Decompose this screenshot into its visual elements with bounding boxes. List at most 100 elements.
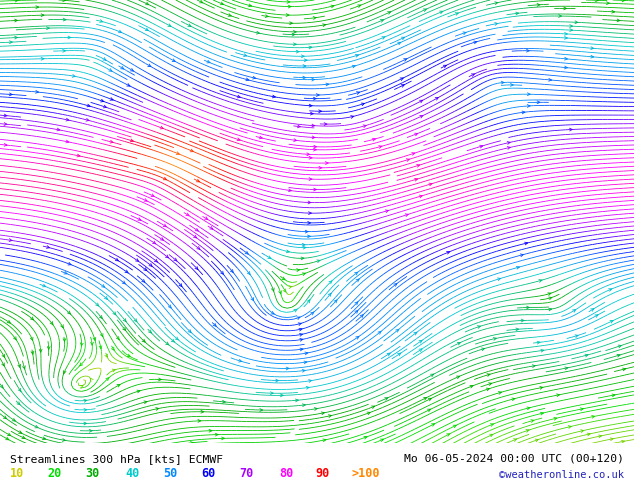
FancyArrowPatch shape <box>46 245 49 248</box>
FancyArrowPatch shape <box>540 412 543 415</box>
FancyArrowPatch shape <box>380 20 384 22</box>
FancyArrowPatch shape <box>295 399 299 402</box>
FancyArrowPatch shape <box>419 195 422 198</box>
FancyArrowPatch shape <box>90 378 93 381</box>
FancyArrowPatch shape <box>228 14 231 16</box>
FancyArrowPatch shape <box>105 296 108 299</box>
FancyArrowPatch shape <box>470 385 473 388</box>
FancyArrowPatch shape <box>453 425 456 428</box>
FancyArrowPatch shape <box>286 14 289 17</box>
FancyArrowPatch shape <box>420 116 423 118</box>
FancyArrowPatch shape <box>405 214 408 217</box>
FancyArrowPatch shape <box>564 36 567 39</box>
FancyArrowPatch shape <box>495 2 498 4</box>
FancyArrowPatch shape <box>294 30 296 33</box>
FancyArrowPatch shape <box>176 152 179 154</box>
FancyArrowPatch shape <box>417 165 420 167</box>
FancyArrowPatch shape <box>243 54 247 56</box>
FancyArrowPatch shape <box>304 59 307 62</box>
FancyArrowPatch shape <box>306 387 309 389</box>
FancyArrowPatch shape <box>36 6 39 8</box>
FancyArrowPatch shape <box>568 426 571 428</box>
FancyArrowPatch shape <box>13 337 16 340</box>
FancyArrowPatch shape <box>246 78 249 81</box>
FancyArrowPatch shape <box>378 331 381 334</box>
FancyArrowPatch shape <box>304 361 307 364</box>
FancyArrowPatch shape <box>84 422 87 425</box>
FancyArrowPatch shape <box>119 30 122 33</box>
FancyArrowPatch shape <box>548 78 552 81</box>
FancyArrowPatch shape <box>271 312 274 314</box>
FancyArrowPatch shape <box>288 189 292 192</box>
FancyArrowPatch shape <box>526 430 529 432</box>
FancyArrowPatch shape <box>565 367 568 369</box>
FancyArrowPatch shape <box>66 118 69 121</box>
FancyArrowPatch shape <box>430 374 434 377</box>
FancyArrowPatch shape <box>149 264 152 266</box>
FancyArrowPatch shape <box>317 260 320 263</box>
FancyArrowPatch shape <box>527 93 530 96</box>
FancyArrowPatch shape <box>301 257 304 260</box>
FancyArrowPatch shape <box>591 309 594 311</box>
FancyArrowPatch shape <box>251 297 254 301</box>
FancyArrowPatch shape <box>312 136 315 139</box>
FancyArrowPatch shape <box>328 415 332 417</box>
FancyArrowPatch shape <box>41 14 44 17</box>
FancyArrowPatch shape <box>91 342 93 345</box>
FancyArrowPatch shape <box>15 36 18 39</box>
FancyArrowPatch shape <box>61 325 63 328</box>
FancyArrowPatch shape <box>120 66 124 69</box>
FancyArrowPatch shape <box>537 3 540 6</box>
FancyArrowPatch shape <box>288 286 292 289</box>
FancyArrowPatch shape <box>372 406 375 409</box>
FancyArrowPatch shape <box>101 285 105 287</box>
FancyArrowPatch shape <box>378 146 382 148</box>
FancyArrowPatch shape <box>446 434 450 437</box>
FancyArrowPatch shape <box>353 65 355 68</box>
FancyArrowPatch shape <box>237 95 240 98</box>
FancyArrowPatch shape <box>559 15 562 18</box>
FancyArrowPatch shape <box>554 417 557 420</box>
FancyArrowPatch shape <box>526 49 529 52</box>
FancyArrowPatch shape <box>356 337 359 339</box>
FancyArrowPatch shape <box>195 228 198 231</box>
FancyArrowPatch shape <box>424 9 427 11</box>
FancyArrowPatch shape <box>131 139 133 142</box>
Text: 10: 10 <box>10 467 23 480</box>
FancyArrowPatch shape <box>6 437 9 440</box>
FancyArrowPatch shape <box>595 0 598 1</box>
FancyArrowPatch shape <box>557 394 560 396</box>
FancyArrowPatch shape <box>57 128 60 131</box>
FancyArrowPatch shape <box>2 354 4 357</box>
FancyArrowPatch shape <box>8 433 11 436</box>
FancyArrowPatch shape <box>63 18 66 21</box>
FancyArrowPatch shape <box>193 235 197 238</box>
FancyArrowPatch shape <box>498 278 501 281</box>
FancyArrowPatch shape <box>112 369 115 372</box>
FancyArrowPatch shape <box>539 280 542 282</box>
FancyArrowPatch shape <box>316 94 319 97</box>
FancyArrowPatch shape <box>314 408 317 410</box>
FancyArrowPatch shape <box>247 271 250 274</box>
Text: 30: 30 <box>86 467 100 480</box>
FancyArrowPatch shape <box>549 297 552 300</box>
FancyArrowPatch shape <box>382 37 385 39</box>
FancyArrowPatch shape <box>591 55 593 58</box>
FancyArrowPatch shape <box>356 92 359 95</box>
FancyArrowPatch shape <box>531 419 534 422</box>
FancyArrowPatch shape <box>306 230 308 233</box>
FancyArrowPatch shape <box>329 281 332 284</box>
FancyArrowPatch shape <box>334 300 337 303</box>
FancyArrowPatch shape <box>12 418 15 421</box>
Text: ©weatheronline.co.uk: ©weatheronline.co.uk <box>500 470 624 480</box>
FancyArrowPatch shape <box>321 412 325 415</box>
FancyArrowPatch shape <box>63 339 66 342</box>
FancyArrowPatch shape <box>134 318 137 321</box>
FancyArrowPatch shape <box>540 387 543 389</box>
FancyArrowPatch shape <box>190 149 193 152</box>
FancyArrowPatch shape <box>372 138 375 141</box>
FancyArrowPatch shape <box>595 315 598 318</box>
FancyArrowPatch shape <box>81 343 83 346</box>
FancyArrowPatch shape <box>155 259 157 262</box>
FancyArrowPatch shape <box>309 46 312 49</box>
